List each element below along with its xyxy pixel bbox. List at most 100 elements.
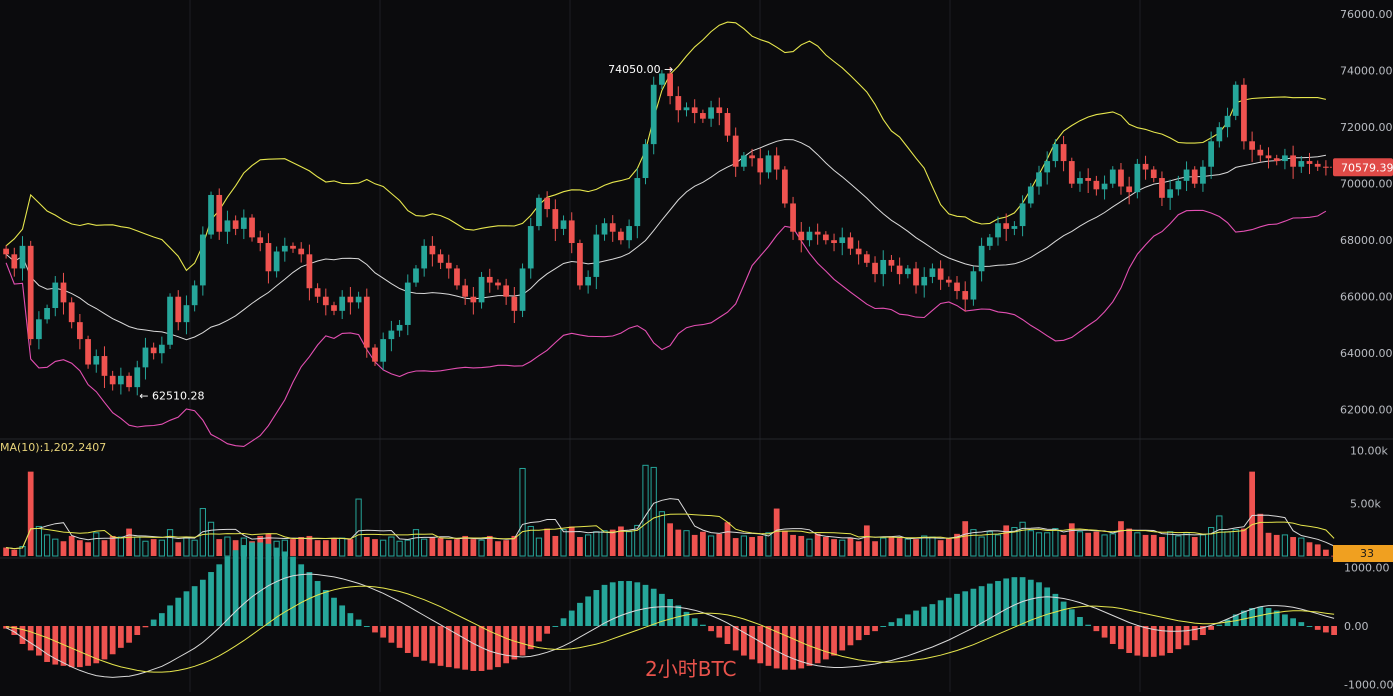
candle-body xyxy=(1159,178,1165,198)
macd-histogram-bar xyxy=(790,626,796,670)
candle xyxy=(937,260,944,290)
candle-body xyxy=(552,209,559,229)
price-tick-label: 74000.00 xyxy=(1340,65,1393,78)
volume-bar xyxy=(962,521,969,556)
macd-histogram xyxy=(3,542,1337,671)
macd-histogram-bar xyxy=(60,626,67,666)
volume-bar xyxy=(1142,534,1149,556)
candle xyxy=(577,239,583,290)
candle xyxy=(1052,139,1059,168)
macd-histogram-bar xyxy=(404,626,411,653)
macd-histogram-bar xyxy=(126,626,132,643)
macd-histogram-bar xyxy=(1331,626,1337,635)
volume-bar xyxy=(1241,528,1247,556)
candle-body xyxy=(765,155,772,173)
macd-histogram-bar xyxy=(249,542,255,626)
macd-histogram-bar xyxy=(388,626,395,643)
candle-body xyxy=(1306,161,1313,164)
candle xyxy=(765,150,772,179)
volume-bar xyxy=(749,537,755,556)
volume-bar xyxy=(437,538,444,556)
volume-bar xyxy=(732,538,739,556)
candle-body xyxy=(454,268,460,286)
candle-body xyxy=(1011,226,1018,229)
candle-body xyxy=(347,296,354,303)
candle xyxy=(437,249,444,270)
candle xyxy=(495,279,501,290)
volume-bar xyxy=(347,539,354,556)
candle xyxy=(675,86,682,123)
volume-bar xyxy=(642,464,649,557)
volume-bar xyxy=(314,540,321,556)
candle xyxy=(593,224,600,290)
volume-bar xyxy=(85,542,91,556)
macd-histogram-bar xyxy=(544,626,551,634)
candle xyxy=(863,250,870,268)
price-tick-label: 64000.00 xyxy=(1340,347,1393,360)
macd-histogram-bar xyxy=(150,619,157,626)
volume-bar xyxy=(322,540,329,556)
candle xyxy=(1175,175,1182,196)
candle-body xyxy=(913,268,919,286)
volume-bar xyxy=(216,539,223,556)
volume-bar xyxy=(1118,521,1124,556)
last-price-label: 70579.39 xyxy=(1341,161,1393,174)
macd-histogram-bar xyxy=(716,626,723,638)
macd-histogram-bar xyxy=(462,626,469,670)
candle xyxy=(970,266,977,306)
macd-histogram-bar xyxy=(724,626,731,644)
candle xyxy=(1314,160,1321,171)
candle-body xyxy=(421,245,428,269)
candle-body xyxy=(232,220,239,229)
macd-histogram-bar xyxy=(741,626,747,656)
candle-body xyxy=(749,155,755,159)
macd-histogram-bar xyxy=(773,626,780,669)
macd-histogram-bar xyxy=(552,626,559,627)
macd-histogram-bar xyxy=(585,596,591,626)
volume-bar xyxy=(757,535,764,556)
volume-bar xyxy=(765,532,772,557)
volume-bar xyxy=(650,466,657,557)
candle xyxy=(650,76,657,155)
volume-bar xyxy=(1076,531,1084,557)
candle-body xyxy=(36,319,42,340)
candle-body xyxy=(880,259,887,275)
volume-bar xyxy=(1150,534,1157,556)
macd-histogram-bar xyxy=(1109,626,1116,644)
candle-body xyxy=(1208,141,1215,167)
candle xyxy=(191,280,198,312)
macd-histogram-bar xyxy=(986,583,993,626)
macd-histogram-bar xyxy=(478,626,485,671)
candle-body xyxy=(675,96,682,111)
candle-body xyxy=(1109,169,1116,184)
candle-body xyxy=(265,243,272,272)
volume-panel xyxy=(3,464,1337,557)
macd-histogram-bar xyxy=(822,626,829,660)
candle xyxy=(1191,166,1198,188)
candle xyxy=(85,335,91,369)
macd-histogram-bar xyxy=(1142,626,1149,657)
candle-body xyxy=(593,234,600,277)
candle xyxy=(36,311,42,350)
candle xyxy=(380,332,387,370)
macd-histogram-bar xyxy=(527,626,534,650)
macd-histogram-bar xyxy=(601,584,608,626)
candle-body xyxy=(363,296,370,348)
macd-histogram-bar xyxy=(93,626,100,664)
volume-bar xyxy=(372,539,378,556)
candle-body xyxy=(839,237,846,244)
candle-body xyxy=(413,268,419,283)
volume-bar xyxy=(954,533,960,556)
candle-body xyxy=(44,308,50,320)
macd-histogram-bar xyxy=(257,542,264,626)
candle-body xyxy=(904,268,911,275)
candle xyxy=(339,290,346,320)
candle-body xyxy=(117,375,124,385)
candle xyxy=(904,265,911,279)
candle xyxy=(1208,131,1215,179)
candle-body xyxy=(175,296,182,323)
candle-body xyxy=(650,84,657,145)
volume-bar xyxy=(618,526,624,556)
volume-bar xyxy=(806,538,813,557)
